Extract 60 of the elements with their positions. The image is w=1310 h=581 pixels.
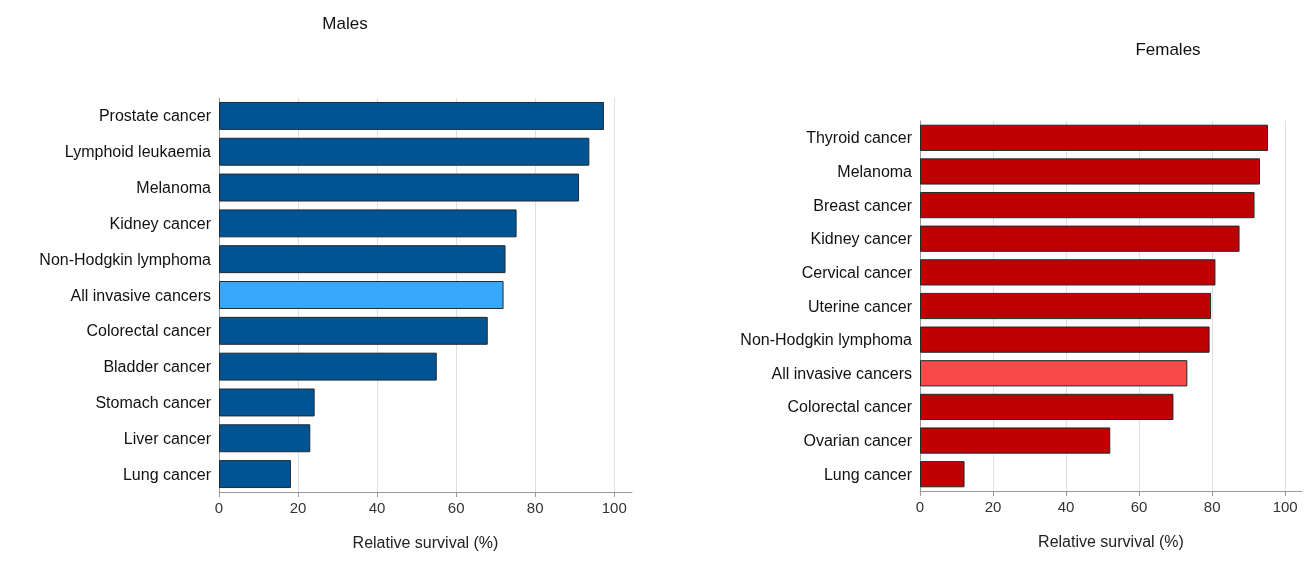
bar (920, 225, 1240, 252)
x-tick-label: 60 (1130, 498, 1148, 515)
y-tick-label: Lymphoid leukaemia (64, 143, 212, 161)
y-tick-label: All invasive cancers (771, 364, 912, 382)
y-tick-label: Cervical cancer (801, 263, 913, 281)
y-tick-label: Melanoma (837, 162, 913, 180)
x-tick-label: 60 (447, 499, 465, 516)
x-axis-title: Relative survival (%) (352, 533, 499, 551)
bar (219, 101, 604, 130)
y-tick-label: Stomach cancer (95, 393, 212, 411)
y-tick-label: Ovarian cancer (803, 432, 913, 450)
x-tick-label: 0 (214, 499, 224, 516)
y-tick-label: Colorectal cancer (787, 398, 913, 416)
bar (920, 191, 1255, 219)
x-tick-label: 40 (368, 499, 386, 516)
x-tick-label: 80 (1203, 498, 1221, 515)
x-tick-label: 0 (915, 498, 925, 515)
y-tick-label: Liver cancer (123, 429, 212, 447)
bar (219, 316, 488, 345)
bar (219, 173, 580, 202)
bar (920, 158, 1260, 185)
y-tick-label: Breast cancer (813, 196, 913, 214)
y-tick-label: Non-Hodgkin lymphoma (39, 250, 212, 268)
bar (219, 245, 506, 274)
y-tick-label: Thyroid cancer (806, 129, 913, 147)
y-tick-label: Lung cancer (122, 465, 212, 483)
y-tick-label: Kidney cancer (810, 230, 913, 248)
y-tick-label: Bladder cancer (103, 358, 212, 376)
bar (219, 137, 590, 166)
y-tick-label: Melanoma (136, 179, 212, 197)
bar (219, 209, 517, 238)
bar (219, 281, 504, 309)
x-tick-label: 20 (289, 499, 307, 516)
bar (920, 427, 1111, 454)
y-tick-label: Prostate cancer (98, 107, 212, 125)
bar (920, 124, 1269, 151)
x-tick-label: 100 (1272, 498, 1298, 515)
x-axis-title: Relative survival (%) (1038, 532, 1184, 550)
bar (920, 292, 1212, 320)
bar (920, 393, 1174, 421)
x-tick-label: 40 (1057, 498, 1075, 515)
bar (219, 460, 291, 489)
y-tick-label: Kidney cancer (109, 214, 212, 232)
bar (219, 388, 315, 417)
x-tick-label: 20 (984, 498, 1002, 515)
y-tick-label: All invasive cancers (70, 286, 211, 304)
y-tick-label: Colorectal cancer (86, 322, 212, 340)
chart-title: Males (322, 14, 368, 33)
x-tick-label: 100 (601, 499, 627, 516)
chart-title: Females (1135, 40, 1201, 59)
bar (920, 259, 1216, 286)
x-tick-label: 80 (526, 499, 544, 516)
bar (920, 461, 965, 488)
y-tick-label: Lung cancer (823, 465, 913, 483)
y-tick-label: Non-Hodgkin lymphoma (740, 331, 913, 349)
bar (920, 326, 1210, 353)
bar (920, 360, 1188, 387)
bar (219, 424, 311, 453)
y-tick-label: Uterine cancer (807, 297, 913, 315)
bar (219, 352, 437, 381)
